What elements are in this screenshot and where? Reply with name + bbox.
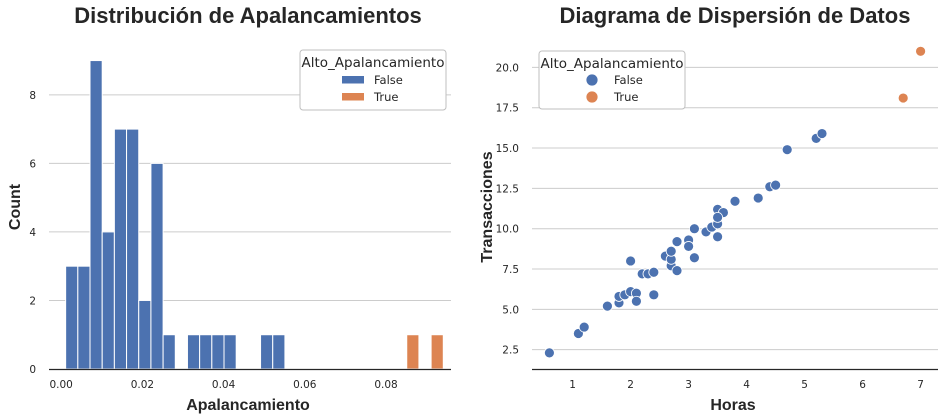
scatter-x-tick-label: 2: [627, 379, 634, 391]
histogram-y-label: Count: [7, 183, 24, 230]
histogram-y-tick-label: 2: [29, 295, 36, 307]
scatter-point-false: [770, 179, 781, 191]
histogram-title: Distribución de Apalancamientos: [74, 3, 422, 28]
scatter-legend-frame: [538, 50, 686, 110]
scatter-point-true: [897, 92, 909, 104]
scatter-y-tick-label: 20.0: [496, 62, 519, 74]
histogram-bar-false: [223, 334, 237, 370]
scatter-y-label: Transacciones: [479, 151, 496, 262]
scatter-point-false: [671, 265, 683, 277]
scatter-x-tick-label: 4: [743, 379, 750, 391]
scatter-y-ticks: 2.5 5.0 7.5 10.0 12.5 15.0 17.5 20.0: [496, 62, 519, 356]
scatter-point-false: [544, 347, 555, 359]
histogram-x-tick-label: 0.02: [131, 379, 154, 391]
scatter-x-label: Horas: [710, 397, 755, 414]
scatter-legend-label-false: False: [614, 73, 643, 87]
histogram-x-tick-label: 0.08: [374, 379, 397, 391]
histogram-legend-title: Alto_Apalancamiento: [302, 55, 445, 71]
scatter-legend: Alto_Apalancamiento False True: [538, 50, 686, 110]
scatter-legend-label-true: True: [613, 90, 638, 104]
histogram-bar-false: [113, 128, 128, 370]
histogram-legend-label-true: True: [373, 90, 398, 104]
scatter-point-false: [631, 295, 642, 307]
scatter-x-ticks: 1 2 3 4 5 6 7: [569, 379, 924, 391]
scatter-y-tick-label: 17.5: [496, 103, 519, 115]
histogram-bar-false: [260, 334, 274, 370]
histogram-bar-false: [162, 334, 176, 370]
scatter-legend-marker-false: [585, 73, 599, 87]
histogram-x-tick-label: 0.06: [293, 379, 317, 391]
histogram-bar-false: [186, 334, 201, 370]
histogram-bar-false: [77, 265, 91, 370]
scatter-point-false: [578, 321, 590, 333]
histogram-legend-frame: [299, 49, 447, 111]
scatter-y-tick-label: 15.0: [496, 143, 519, 155]
scatter-point-false: [648, 266, 660, 278]
histogram-bar-false: [211, 334, 225, 370]
histogram-bar-false: [101, 231, 115, 370]
scatter-point-false: [729, 195, 741, 207]
histogram-y-tick-label: 6: [29, 158, 36, 170]
scatter-point-false: [752, 192, 764, 204]
histogram-bar-false: [199, 334, 213, 370]
scatter-point-false: [602, 300, 613, 312]
scatter-point-false: [689, 223, 700, 235]
scatter-y-tick-label: 12.5: [496, 183, 519, 195]
histogram-y-tick-label: 4: [29, 227, 36, 239]
scatter-legend-marker-true: [585, 90, 599, 104]
histogram-x-label: Apalancamiento: [186, 397, 310, 414]
scatter-point-false: [712, 212, 723, 223]
scatter-point-false: [712, 231, 723, 243]
scatter-point-false: [781, 144, 793, 156]
scatter-y-tick-label: 10.0: [496, 224, 519, 236]
scatter-points: [544, 45, 926, 359]
scatter-gridlines: [532, 66, 938, 351]
histogram-bar-false: [89, 60, 103, 370]
histogram-bar-false: [150, 162, 164, 370]
scatter-y-tick-label: 2.5: [502, 345, 519, 357]
scatter-y-tick-label: 7.5: [502, 264, 519, 276]
scatter-point-false: [625, 255, 636, 267]
scatter-point-false: [689, 252, 700, 264]
histogram-bar-false: [138, 299, 152, 370]
scatter-x-tick-label: 3: [685, 379, 692, 391]
scatter-point-false: [816, 128, 828, 139]
histogram-bar-false: [65, 265, 79, 370]
histogram-y-tick-label: 8: [29, 90, 36, 102]
histogram-bar-false: [272, 334, 286, 370]
scatter-title: Diagrama de Dispersión de Datos: [560, 3, 911, 28]
histogram-x-tick-label: 0.00: [49, 379, 72, 391]
scatter-legend-title: Alto_Apalancamiento: [541, 56, 684, 72]
scatter-x-tick-label: 5: [801, 379, 808, 391]
histogram-legend: Alto_Apalancamiento False True: [299, 49, 447, 111]
histogram-bars: [65, 60, 444, 370]
scatter-x-tick-label: 6: [859, 379, 866, 391]
histogram-legend-swatch-false: [342, 76, 364, 84]
scatter-point-false: [648, 289, 660, 301]
histogram-y-tick-label: 0: [29, 364, 36, 376]
scatter-x-tick-label: 1: [569, 379, 576, 391]
scatter-point-false: [671, 236, 683, 247]
histogram-legend-swatch-true: [342, 93, 364, 101]
histogram-legend-label-false: False: [374, 73, 403, 87]
histogram-bar-true: [430, 334, 444, 370]
scatter-y-tick-label: 5.0: [502, 304, 519, 316]
histogram-x-ticks: 0.00 0.02 0.04 0.06 0.08: [49, 379, 397, 391]
scatter-x-tick-label: 7: [917, 379, 924, 391]
histogram-y-ticks: 0 2 4 6 8: [29, 90, 36, 376]
histogram-bar-false: [126, 128, 140, 370]
histogram-bar-true: [406, 334, 420, 370]
scatter-point-true: [915, 45, 926, 57]
scatter-point-false: [665, 245, 677, 257]
histogram-chart: Distribución de Apalancamientos 0.00 0.02…: [7, 3, 451, 414]
scatter-point-false: [683, 241, 694, 252]
histogram-x-tick-label: 0.04: [212, 379, 236, 391]
